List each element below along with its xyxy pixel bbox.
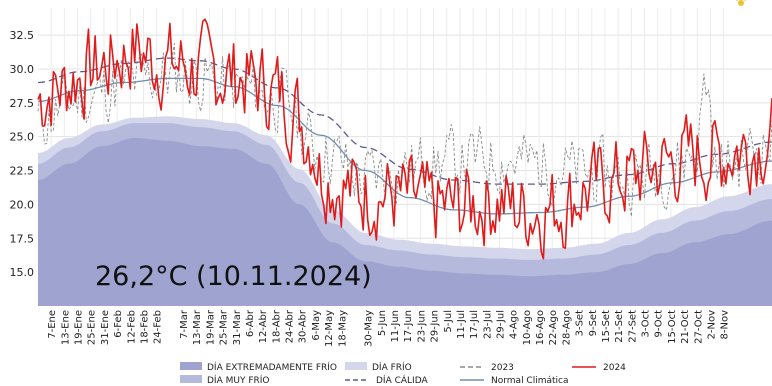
band-d-a-extremadamente-fr-o xyxy=(38,138,772,306)
y-tick-label: 22.5 xyxy=(10,165,35,178)
y-tick-label: 25.0 xyxy=(10,131,35,144)
x-tick-label: 3-Set xyxy=(575,310,586,336)
x-tick-label: 15-Set xyxy=(601,310,612,343)
x-tick-label: 17-Jun xyxy=(403,310,414,343)
x-tick-label: 13-Ene xyxy=(60,310,71,345)
x-tick-label: 4-Ago xyxy=(509,310,520,339)
series-line-2023 xyxy=(37,42,772,218)
x-tick-label: 18-May xyxy=(337,310,348,347)
y-tick-label: 20.0 xyxy=(10,198,35,211)
x-tick-label: 21-Set xyxy=(614,310,625,343)
x-tick-label: 28-Ago xyxy=(561,310,572,345)
x-tick-label: 30-Abr xyxy=(298,309,309,343)
x-axis-ticks: 7-Ene 13-Ene 19-Ene 25-Ene 31-Ene 6-Feb 12-Feb… xyxy=(47,309,730,347)
series-line-2024 xyxy=(37,18,772,260)
x-tick-label: 12-Abr xyxy=(258,309,269,343)
x-tick-label: 23-Jun xyxy=(416,310,427,343)
x-tick-label: 19-Ene xyxy=(74,310,85,345)
legend-label: DÍA FRÍO xyxy=(372,361,412,373)
x-tick-label: 19-Mar xyxy=(205,309,216,345)
x-tick-label: 10-Ago xyxy=(522,310,533,345)
legend-swatch xyxy=(345,362,367,370)
record-annotation: 26,2°C (10.11.2024) xyxy=(95,261,372,292)
legend-swatch xyxy=(180,362,202,370)
x-tick-label: 29-Jun xyxy=(430,310,441,343)
x-tick-label: 9-Oct xyxy=(654,310,665,338)
x-tick-label: 22-Ago xyxy=(548,310,559,345)
legend-label: DÍA CÁLIDA xyxy=(376,374,428,386)
x-tick-label: 23-Jul xyxy=(482,310,493,339)
legend-label: 2024 xyxy=(603,363,626,373)
x-tick-label: 11-Jun xyxy=(390,310,401,343)
x-tick-label: 9-Set xyxy=(588,310,599,336)
series-lines xyxy=(37,18,772,260)
x-tick-label: 27-Set xyxy=(627,310,638,343)
x-tick-label: 5-Jul xyxy=(443,310,454,333)
x-tick-label: 29-Jul xyxy=(495,310,506,339)
x-tick-label: 12-Feb xyxy=(126,310,137,344)
x-tick-label: 6-Abr xyxy=(245,309,256,337)
x-tick-label: 5-Jun xyxy=(377,310,388,336)
series-line-d-a-c-lida xyxy=(37,57,772,185)
y-tick-label: 17.5 xyxy=(10,232,35,245)
x-tick-label: 24-Abr xyxy=(285,309,296,343)
x-tick-label: 11-Jul xyxy=(456,310,467,339)
legend-label: 2023 xyxy=(491,363,514,373)
x-tick-label: 25-Ene xyxy=(87,310,98,345)
x-tick-label: 7-Mar xyxy=(179,309,190,339)
x-tick-label: 15-Oct xyxy=(667,310,678,344)
series-line-normal-clim-tica xyxy=(37,77,772,215)
x-tick-label: 24-Feb xyxy=(153,310,164,344)
x-tick-label: 2-Nov xyxy=(706,310,717,340)
y-tick-label: 30.0 xyxy=(10,63,35,76)
x-tick-label: 16-Ago xyxy=(535,310,546,345)
x-tick-label: 21-Oct xyxy=(680,310,691,344)
x-tick-label: 31-Mar xyxy=(232,309,243,345)
x-tick-label: 17-Jul xyxy=(469,310,480,339)
y-axis-ticks: 15.0 17.5 20.0 22.5 25.0 27.5 30.0 32.5 xyxy=(10,29,35,279)
legend-box xyxy=(170,358,665,386)
y-tick-label: 15.0 xyxy=(10,266,35,279)
x-tick-label: 12-May xyxy=(324,310,335,347)
y-tick-label: 27.5 xyxy=(10,97,35,110)
x-tick-label: 27-Oct xyxy=(693,310,704,344)
x-tick-label: 31-Ene xyxy=(100,310,111,345)
legend-label: DÍA MUY FRÍO xyxy=(207,374,269,386)
x-tick-label: 6-May xyxy=(311,310,322,341)
x-tick-label: 18-Abr xyxy=(271,309,282,343)
legend-label: DÍA EXTREMADAMENTE FRÍO xyxy=(207,361,337,373)
x-tick-label: 7-Ene xyxy=(47,310,58,339)
y-tick-label: 32.5 xyxy=(10,29,35,42)
x-tick-label: 13-Mar xyxy=(192,309,203,345)
sun-icon xyxy=(735,0,747,6)
x-tick-label: 6-Feb xyxy=(113,310,124,338)
climate-bands xyxy=(38,116,772,307)
legend-label: Normal Climática xyxy=(491,376,568,386)
x-tick-label: 8-Nov xyxy=(720,310,731,340)
x-tick-label: 18-Feb xyxy=(139,310,150,344)
legend-swatch xyxy=(180,375,202,383)
x-tick-label: 30-May xyxy=(364,310,375,347)
x-tick-label: 3-Oct xyxy=(641,310,652,338)
x-tick-label: 25-Mar xyxy=(219,309,230,345)
